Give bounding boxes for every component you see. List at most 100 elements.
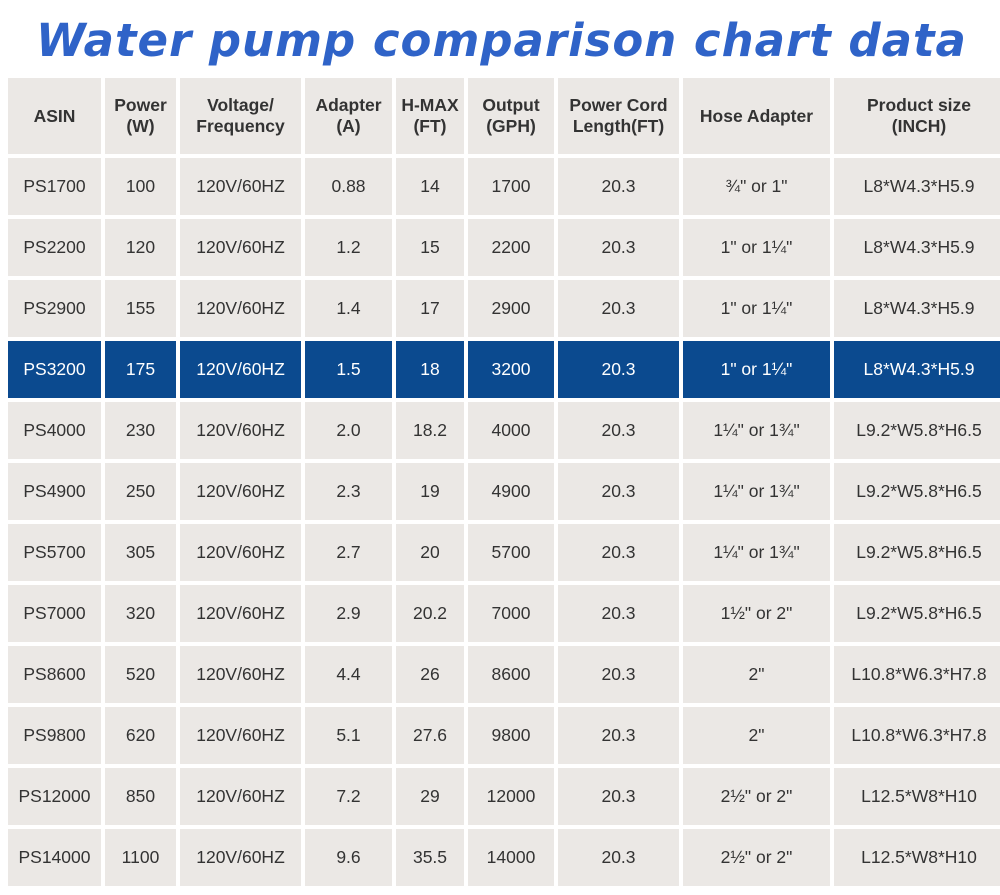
table-cell: L12.5*W8*H10 bbox=[834, 829, 1000, 886]
table-cell: 12000 bbox=[468, 768, 554, 825]
column-header-line: Hose Adapter bbox=[699, 105, 814, 126]
table-cell: L8*W4.3*H5.9 bbox=[834, 219, 1000, 276]
table-cell: L8*W4.3*H5.9 bbox=[834, 280, 1000, 337]
table-cell: 17 bbox=[396, 280, 464, 337]
table-cell: PS7000 bbox=[8, 585, 101, 642]
table-cell: 1.2 bbox=[305, 219, 392, 276]
table-cell: 1½" or 2" bbox=[683, 585, 830, 642]
table-cell: 2" bbox=[683, 646, 830, 703]
table-cell: 4900 bbox=[468, 463, 554, 520]
table-cell: PS14000 bbox=[8, 829, 101, 886]
table-cell: PS2900 bbox=[8, 280, 101, 337]
table-cell: 9.6 bbox=[305, 829, 392, 886]
column-header-line: ASIN bbox=[33, 105, 76, 126]
table-cell: 20.3 bbox=[558, 524, 679, 581]
table-cell: 120V/60HZ bbox=[180, 524, 301, 581]
column-header-line: Frequency bbox=[196, 116, 285, 136]
table-cell: 1100 bbox=[105, 829, 176, 886]
table-cell: PS1700 bbox=[8, 158, 101, 215]
table-cell: 1.5 bbox=[305, 341, 392, 398]
table-cell: 8600 bbox=[468, 646, 554, 703]
table-cell: 2.9 bbox=[305, 585, 392, 642]
table-cell: 20.2 bbox=[396, 585, 464, 642]
table-cell: 120V/60HZ bbox=[180, 158, 301, 215]
table-cell: 3200 bbox=[468, 341, 554, 398]
table-cell: L8*W4.3*H5.9 bbox=[834, 341, 1000, 398]
table-cell: 230 bbox=[105, 402, 176, 459]
column-header-line: Length(FT) bbox=[572, 116, 665, 136]
table-cell: 850 bbox=[105, 768, 176, 825]
table-cell: L8*W4.3*H5.9 bbox=[834, 158, 1000, 215]
column-header-line: (FT) bbox=[413, 116, 447, 136]
table-cell: 100 bbox=[105, 158, 176, 215]
table-cell: 2200 bbox=[468, 219, 554, 276]
table-cell: 155 bbox=[105, 280, 176, 337]
table-cell: 520 bbox=[105, 646, 176, 703]
column-header-line: (W) bbox=[126, 116, 155, 136]
table-cell: 18 bbox=[396, 341, 464, 398]
table-cell: 15 bbox=[396, 219, 464, 276]
table-cell: PS2200 bbox=[8, 219, 101, 276]
table-cell: PS12000 bbox=[8, 768, 101, 825]
table-cell: 120 bbox=[105, 219, 176, 276]
comparison-table: ASIN Power (W) Voltage/Frequency Adapter (A) H… bbox=[8, 78, 1000, 886]
table-cell: L9.2*W5.8*H6.5 bbox=[834, 463, 1000, 520]
table-cell: 2.3 bbox=[305, 463, 392, 520]
table-cell: 120V/60HZ bbox=[180, 402, 301, 459]
table-cell: 7.2 bbox=[305, 768, 392, 825]
column-header-line: Product size bbox=[866, 95, 972, 115]
table-cell: 0.88 bbox=[305, 158, 392, 215]
table-cell: 20.3 bbox=[558, 219, 679, 276]
table-cell: 20.3 bbox=[558, 402, 679, 459]
table-cell: 305 bbox=[105, 524, 176, 581]
table-cell: 1" or 1¼" bbox=[683, 341, 830, 398]
table-cell: L12.5*W8*H10 bbox=[834, 768, 1000, 825]
column-header: Adapter (A) bbox=[305, 78, 392, 154]
table-cell: L9.2*W5.8*H6.5 bbox=[834, 524, 1000, 581]
table-cell: 120V/60HZ bbox=[180, 707, 301, 764]
column-header: Voltage/Frequency bbox=[180, 78, 301, 154]
table-cell: 2½" or 2" bbox=[683, 829, 830, 886]
table-cell: 1" or 1¼" bbox=[683, 280, 830, 337]
table-cell: L9.2*W5.8*H6.5 bbox=[834, 402, 1000, 459]
column-header-line: H-MAX bbox=[401, 95, 459, 115]
table-cell: 1700 bbox=[468, 158, 554, 215]
table-cell: 20.3 bbox=[558, 280, 679, 337]
table-cell: 20.3 bbox=[558, 158, 679, 215]
column-header: Hose Adapter bbox=[683, 78, 830, 154]
table-cell: 20.3 bbox=[558, 707, 679, 764]
table-cell: 20.3 bbox=[558, 768, 679, 825]
column-header: Power (W) bbox=[105, 78, 176, 154]
column-header-line: Power Cord bbox=[569, 95, 668, 115]
table-cell: PS4000 bbox=[8, 402, 101, 459]
table-cell: 120V/60HZ bbox=[180, 219, 301, 276]
table-cell: 120V/60HZ bbox=[180, 646, 301, 703]
table-cell: 20 bbox=[396, 524, 464, 581]
column-header: Product size (INCH) bbox=[834, 78, 1000, 154]
column-header-line: Voltage/ bbox=[207, 95, 274, 115]
table-cell: 14 bbox=[396, 158, 464, 215]
table-cell: 1.4 bbox=[305, 280, 392, 337]
table-cell: 175 bbox=[105, 341, 176, 398]
table-cell: 1¼" or 1¾" bbox=[683, 524, 830, 581]
table-cell: L10.8*W6.3*H7.8 bbox=[834, 707, 1000, 764]
table-cell: PS4900 bbox=[8, 463, 101, 520]
table-cell: 26 bbox=[396, 646, 464, 703]
table-cell: 35.5 bbox=[396, 829, 464, 886]
table-cell: 250 bbox=[105, 463, 176, 520]
table-cell: 120V/60HZ bbox=[180, 585, 301, 642]
column-header-line: (GPH) bbox=[486, 116, 536, 136]
table-cell: 19 bbox=[396, 463, 464, 520]
table-cell: 2" bbox=[683, 707, 830, 764]
table-cell: 4.4 bbox=[305, 646, 392, 703]
table-cell: 20.3 bbox=[558, 341, 679, 398]
column-header: Output (GPH) bbox=[468, 78, 554, 154]
table-cell: 20.3 bbox=[558, 829, 679, 886]
table-cell: 9800 bbox=[468, 707, 554, 764]
table-cell: 29 bbox=[396, 768, 464, 825]
table-cell: 7000 bbox=[468, 585, 554, 642]
table-cell: 120V/60HZ bbox=[180, 341, 301, 398]
table-cell: 5700 bbox=[468, 524, 554, 581]
table-cell: 2.7 bbox=[305, 524, 392, 581]
table-cell: 14000 bbox=[468, 829, 554, 886]
